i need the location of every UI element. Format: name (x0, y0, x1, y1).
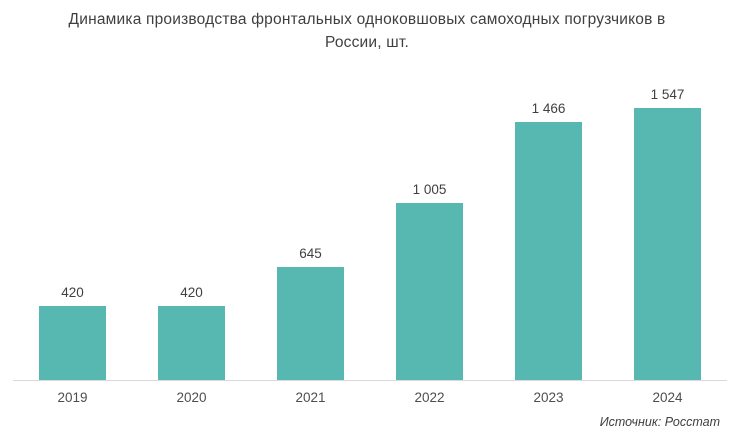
bar-column-2020: 420 (132, 285, 251, 380)
x-axis-label: 2020 (176, 390, 207, 405)
chart-title: Динамика производства фронтальных одноко… (68, 11, 666, 51)
bar-column-2024: 1 547 (608, 87, 727, 380)
bar (515, 122, 582, 380)
bar-value-label: 645 (299, 246, 322, 261)
x-axis-label: 2024 (652, 390, 683, 405)
source-note: Источник: Росстат (599, 415, 720, 429)
bar-value-label: 1 547 (650, 87, 685, 102)
bar-column-2021: 645 (251, 246, 370, 380)
x-axis-label: 2023 (533, 390, 564, 405)
plot-area: 420 420 645 1 005 1 466 1 547 (13, 54, 727, 380)
bar-value-label: 420 (61, 285, 84, 300)
x-axis-label: 2022 (414, 390, 445, 405)
x-axis-label: 2021 (295, 390, 326, 405)
bar (396, 203, 463, 380)
bar (634, 108, 701, 380)
bar-value-label: 420 (180, 285, 203, 300)
x-axis-line (13, 380, 727, 381)
bar-value-label: 1 005 (412, 182, 447, 197)
bar (277, 267, 344, 380)
bar-column-2022: 1 005 (370, 182, 489, 380)
x-axis-label: 2019 (57, 390, 88, 405)
bar-column-2019: 420 (13, 285, 132, 380)
x-axis-labels: 2019 2020 2021 2022 2023 2024 (13, 381, 727, 405)
bar-column-2023: 1 466 (489, 101, 608, 380)
bar-value-label: 1 466 (531, 101, 566, 116)
bar (158, 306, 225, 380)
bar (39, 306, 106, 380)
